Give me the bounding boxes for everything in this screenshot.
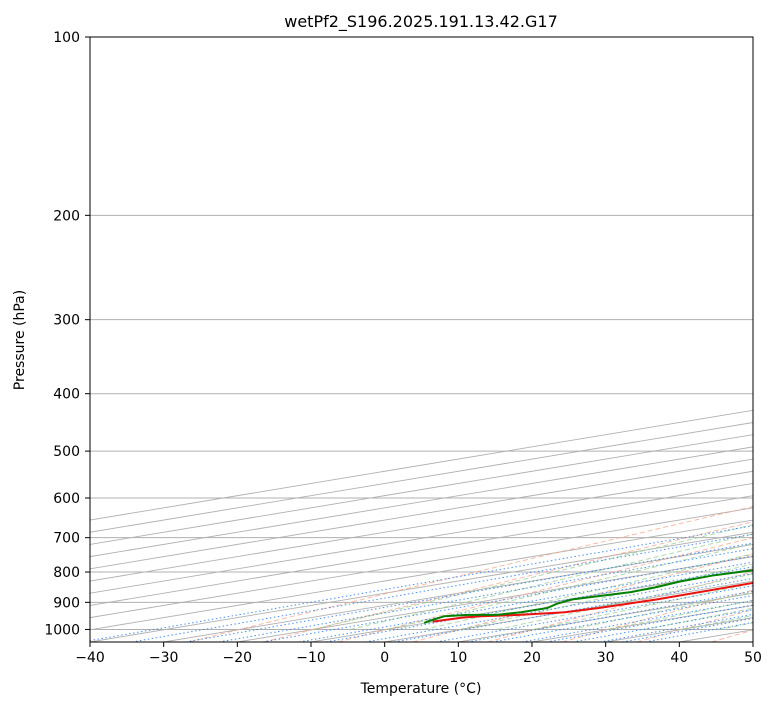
isotherm-line: [458, 592, 753, 642]
isotherm-line: [310, 568, 753, 642]
x-tick-label: 10: [449, 650, 467, 666]
profile-lines: [423, 569, 753, 624]
mixing-ratio-line: [218, 548, 753, 642]
moist-adiabat: [497, 573, 753, 630]
mixing-ratio-line: [131, 533, 753, 642]
moist-adiabat: [570, 591, 753, 630]
y-tick-label: 400: [53, 387, 80, 403]
isotherm-line: [90, 483, 753, 594]
isotherm-line: [90, 458, 753, 570]
y-tick-label: 900: [53, 595, 80, 611]
y-tick-label: 800: [53, 565, 80, 581]
y-tick-label: 600: [53, 491, 80, 507]
dewpoint-profile: [423, 569, 753, 624]
x-tick-label: 0: [380, 650, 389, 666]
dry-adiabat: [412, 553, 753, 642]
moist-adiabat: [349, 533, 753, 630]
y-axis-label: Pressure (hPa): [12, 290, 28, 390]
isotherm-line: [90, 470, 753, 582]
x-tick-label: −30: [149, 650, 179, 666]
dry-adiabat: [562, 589, 753, 642]
y-tick-label: 1000: [44, 622, 80, 638]
x-tick-label: 50: [744, 650, 762, 666]
isotherm-line: [90, 434, 753, 545]
isotherm-line: [237, 556, 753, 642]
isotherm-line: [90, 495, 753, 606]
x-tick-label: 20: [523, 650, 541, 666]
y-tick-label: 300: [53, 313, 80, 329]
isotherm-line: [163, 543, 753, 642]
x-tick-label: −20: [223, 650, 253, 666]
dry-adiabat: [338, 537, 753, 642]
dry-adiabat: [711, 629, 753, 642]
axes: −40 −30 −20 −10 0 10 20 30 40 50 100 200 300 400 500 60…: [44, 30, 762, 666]
isotherm-line: [90, 507, 753, 619]
isotherm-line: [90, 446, 753, 558]
moist-adiabat: [644, 607, 753, 630]
dry-adiabat: [263, 521, 753, 642]
isotherm-line: [752, 641, 753, 642]
isotherm-line: [90, 519, 753, 631]
x-tick-label: 40: [670, 650, 688, 666]
background-lines: [90, 37, 775, 642]
moist-adiabat: [607, 599, 753, 630]
isotherm-line: [90, 409, 753, 521]
x-tick-label: 30: [597, 650, 615, 666]
mixing-ratio-line: [394, 577, 753, 642]
x-axis-label: Temperature (°C): [360, 681, 482, 697]
x-tick-label: −40: [75, 650, 105, 666]
isotherm-line: [679, 629, 753, 642]
plot-frame: [89, 36, 754, 643]
dry-adiabat: [487, 571, 753, 642]
moist-adiabat: [755, 37, 775, 629]
mixing-ratio-line: [262, 555, 753, 642]
chart-title: wetPf2_S196.2025.191.13.42.G17: [284, 12, 558, 32]
y-tick-label: 500: [53, 444, 80, 460]
moist-adiabat: [681, 615, 753, 630]
isotherm-line: [90, 531, 753, 642]
mixing-ratio-line: [365, 572, 753, 642]
mixing-ratio-line: [90, 525, 753, 642]
dry-adiabat: [188, 506, 753, 642]
mixing-ratio-line: [645, 621, 753, 642]
y-tick-label: 200: [53, 208, 80, 224]
mixing-ratio-line: [467, 590, 753, 642]
isotherm-line: [90, 422, 753, 533]
y-tick-label: 100: [53, 30, 80, 46]
y-tick-label: 700: [53, 531, 80, 547]
x-tick-label: −10: [296, 650, 326, 666]
isotherm-line: [384, 580, 753, 642]
temperature-profile: [432, 581, 753, 623]
mixing-ratio-line: [546, 604, 753, 642]
